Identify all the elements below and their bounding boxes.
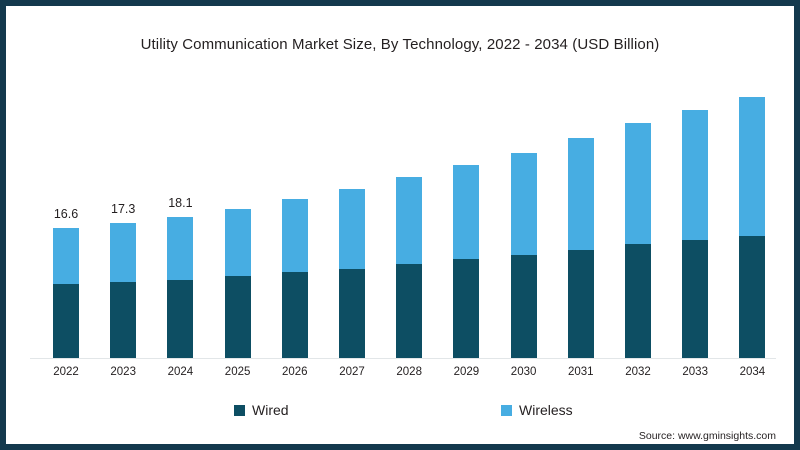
- bar-segment-wireless[interactable]: [453, 164, 480, 260]
- bar-segment-wired[interactable]: [625, 244, 651, 359]
- bar-column[interactable]: [510, 152, 537, 359]
- bar-column[interactable]: [567, 137, 594, 359]
- bar-column[interactable]: 16.6: [53, 207, 79, 359]
- bar-segment-wired[interactable]: [339, 268, 365, 359]
- bar-column[interactable]: [396, 177, 423, 359]
- x-axis-tick-label: 2028: [396, 366, 422, 378]
- x-axis-tick-label: 2026: [282, 366, 308, 378]
- bar-segment-wired[interactable]: [510, 255, 537, 359]
- bar-segment-wired[interactable]: [396, 263, 423, 359]
- bar-column[interactable]: [682, 109, 709, 359]
- bar-segment-wireless[interactable]: [339, 189, 365, 269]
- bar-segment-wired[interactable]: [167, 279, 194, 359]
- bar-segment-wired[interactable]: [567, 249, 594, 359]
- bar-segment-wired[interactable]: [53, 284, 79, 359]
- bar-column[interactable]: 18.1: [167, 196, 194, 359]
- legend-label-wireless: Wireless: [519, 402, 573, 418]
- x-axis-tick-label: 2030: [510, 366, 537, 378]
- bar-segment-wired[interactable]: [682, 240, 709, 359]
- bar-column[interactable]: [739, 97, 766, 359]
- bar-segment-wireless[interactable]: [567, 137, 594, 250]
- legend-item-wired[interactable]: Wired: [234, 402, 289, 418]
- bar-column[interactable]: 17.3: [110, 202, 137, 359]
- x-axis-line: [30, 358, 776, 359]
- legend-label-wired: Wired: [252, 402, 289, 418]
- bar-column[interactable]: [224, 208, 251, 359]
- page-title: Utility Communication Market Size, By Te…: [140, 36, 660, 53]
- bar-segment-wireless[interactable]: [224, 208, 251, 277]
- bar-segment-wireless[interactable]: [53, 228, 79, 285]
- chart-legend: Wired Wireless: [6, 402, 794, 422]
- bar-segment-wireless[interactable]: [167, 216, 194, 280]
- bar-segment-wired[interactable]: [110, 281, 137, 359]
- bar-segment-wired[interactable]: [453, 259, 480, 359]
- x-axis-tick-label: 2025: [224, 366, 251, 378]
- bar-segment-wireless[interactable]: [682, 109, 709, 241]
- bar-column[interactable]: [281, 199, 308, 359]
- legend-swatch-wireless: [501, 404, 512, 416]
- plot-area: 16.6 17.3 18.1: [30, 76, 782, 359]
- x-axis-tick-label: 2034: [739, 366, 766, 378]
- bar-value-label: 17.3: [111, 201, 136, 216]
- x-axis-tick-label: 2032: [625, 366, 651, 378]
- bar-segment-wireless[interactable]: [510, 152, 537, 256]
- bar-segment-wired[interactable]: [739, 236, 766, 359]
- x-axis-tick-label: 2031: [568, 366, 594, 378]
- x-axis-tick-label: 2027: [339, 366, 365, 378]
- bar-column[interactable]: [339, 189, 365, 359]
- bar-segment-wireless[interactable]: [110, 222, 137, 282]
- x-axis-tick-label: 2024: [167, 366, 194, 378]
- bar-segment-wireless[interactable]: [739, 97, 766, 237]
- bar-segment-wired[interactable]: [224, 276, 251, 359]
- bar-value-label: 18.1: [168, 195, 193, 210]
- x-axis-tick-label: 2029: [453, 366, 480, 378]
- source-note: Source: www.gminsights.com: [638, 430, 776, 442]
- bar-column[interactable]: [453, 164, 480, 359]
- legend-swatch-wired: [234, 404, 245, 416]
- x-axis-tick-label: 2033: [682, 366, 708, 378]
- bar-segment-wireless[interactable]: [281, 199, 308, 273]
- bar-segment-wireless[interactable]: [625, 122, 651, 245]
- x-axis-tick-label: 2023: [110, 366, 136, 378]
- x-axis-tick-label: 2022: [53, 366, 79, 378]
- bar-segment-wired[interactable]: [281, 272, 308, 359]
- bar-column[interactable]: [625, 122, 651, 359]
- bar-segment-wireless[interactable]: [396, 177, 423, 264]
- bar-value-label: 16.6: [53, 207, 79, 222]
- legend-item-wireless[interactable]: Wireless: [501, 402, 573, 418]
